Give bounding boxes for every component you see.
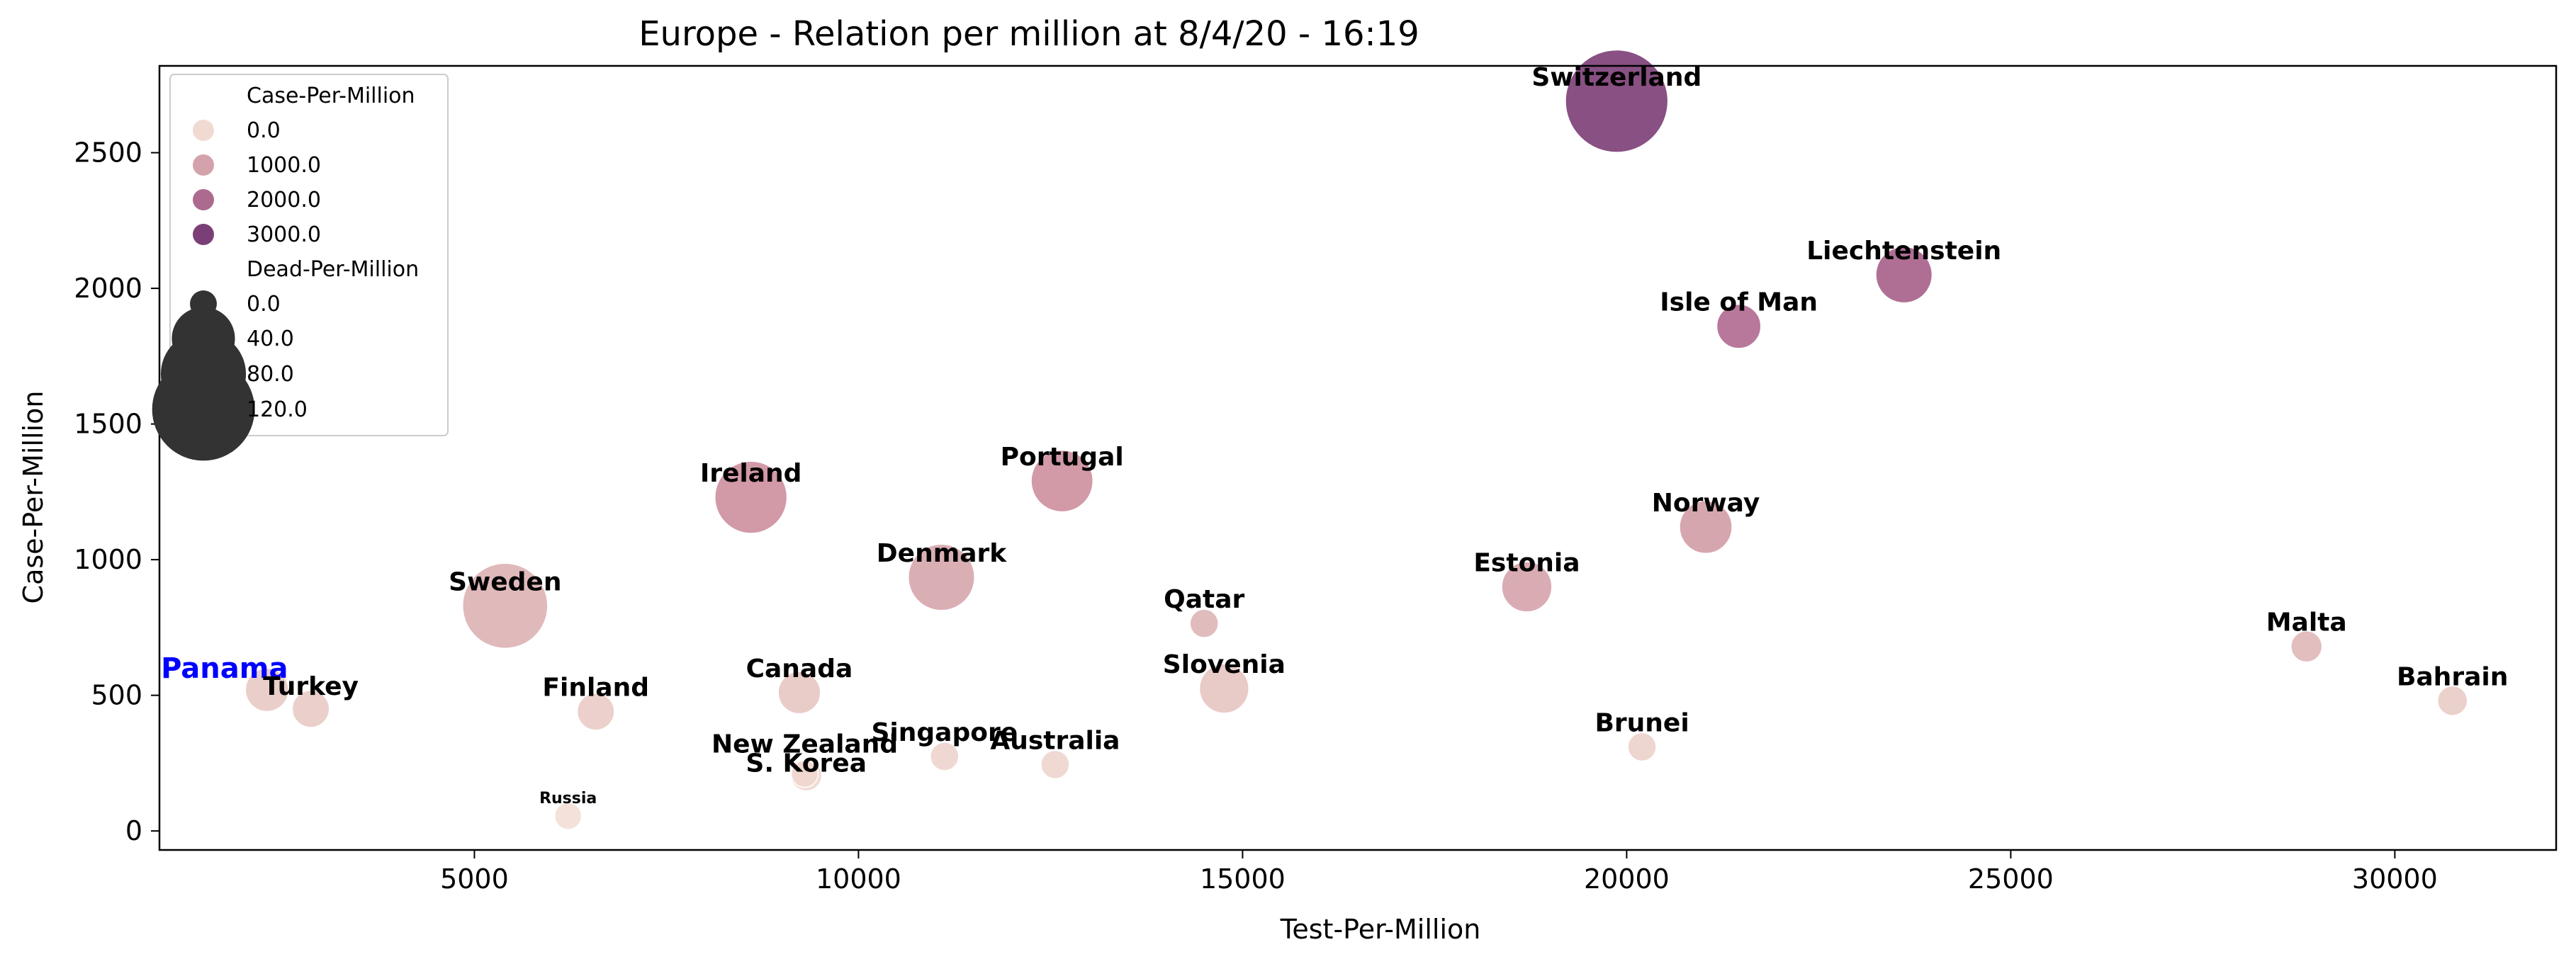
legend-hue-marker xyxy=(193,224,214,245)
data-point-turkey xyxy=(291,689,330,728)
point-label-switzerland: Switzerland xyxy=(1531,63,1702,92)
x-tick-label: 5000 xyxy=(440,863,509,895)
data-point-ireland xyxy=(714,460,788,534)
data-point-switzerland xyxy=(1565,49,1669,153)
x-tick-label: 30000 xyxy=(2352,863,2438,895)
point-label-sweden: Sweden xyxy=(449,567,561,596)
data-point-canada xyxy=(777,671,821,715)
data-point-denmark xyxy=(907,543,976,611)
data-point-brunei xyxy=(1627,732,1657,762)
legend-hue-marker xyxy=(193,189,214,210)
legend-box xyxy=(169,74,449,436)
x-axis-label: Test-Per-Million xyxy=(1280,914,1481,945)
legend-size-label: 40.0 xyxy=(247,327,294,351)
data-point-estonia xyxy=(1501,561,1553,613)
data-point-sweden xyxy=(461,562,549,650)
legend-hue-label: 1000.0 xyxy=(247,153,321,178)
data-point-panama xyxy=(244,667,289,713)
legend-hue-label: 2000.0 xyxy=(247,188,321,212)
data-point-bahrain xyxy=(2436,685,2468,717)
legend-size-title: Dead-Per-Million xyxy=(247,257,419,282)
data-point-qatar xyxy=(1189,608,1219,638)
data-point-australia xyxy=(1040,749,1070,780)
chart-title: Europe - Relation per million at 8/4/20 … xyxy=(639,14,1419,54)
point-label-malta: Malta xyxy=(2266,608,2347,637)
y-axis-label: Case-Per-Million xyxy=(18,391,49,604)
point-label-ireland: Ireland xyxy=(700,459,802,488)
point-label-brunei: Brunei xyxy=(1594,708,1689,737)
data-point-portugal xyxy=(1030,449,1094,513)
legend-size-label: 80.0 xyxy=(247,362,294,387)
point-label-qatar: Qatar xyxy=(1164,585,1244,614)
legend-hue-marker xyxy=(193,120,214,141)
point-label-slovenia: Slovenia xyxy=(1163,650,1286,679)
legend: Case-Per-Million 0.0 1000.0 2000.0 3000.0 Dea… xyxy=(152,74,449,461)
y-tick-label: 1500 xyxy=(74,409,142,440)
point-label-turkey: Turkey xyxy=(263,672,359,701)
point-label-panama: Panama xyxy=(161,652,288,685)
legend-size-marker xyxy=(152,358,255,461)
axes-layer: 5000 10000 15000 20000 25000 30000 0 500 1000 150… xyxy=(74,64,2558,895)
data-point-norway xyxy=(1679,500,1733,555)
point-label-russia: Russia xyxy=(539,790,597,807)
y-tick-label: 0 xyxy=(125,815,142,846)
x-tick-label: 15000 xyxy=(1200,863,1286,895)
x-tick-label: 20000 xyxy=(1584,863,1670,895)
legend-hue-marker xyxy=(193,154,214,176)
point-label-bahrain: Bahrain xyxy=(2397,662,2508,691)
plot-frame xyxy=(158,64,2558,851)
point-label-finland: Finland xyxy=(542,674,649,703)
legend-hue-label: 3000.0 xyxy=(247,222,321,247)
data-point-isle-of-man xyxy=(1716,303,1762,349)
data-point-malta xyxy=(2290,630,2323,663)
point-label-norway: Norway xyxy=(1652,489,1760,518)
legend-hue-title: Case-Per-Million xyxy=(247,84,415,108)
point-label-singapore: Singapore xyxy=(872,718,1018,747)
data-point-slovenia xyxy=(1198,663,1249,714)
point-labels-layer: Switzerland Liechtenstein Isle of Man Portu… xyxy=(161,63,2508,807)
point-label-canada: Canada xyxy=(746,654,853,684)
points-layer xyxy=(244,49,2468,830)
data-point-singapore xyxy=(930,742,960,771)
legend-size-label: 0.0 xyxy=(247,292,281,317)
x-tick-label: 10000 xyxy=(816,863,901,895)
point-label-liechtenstein: Liechtenstein xyxy=(1806,237,2001,266)
legend-hue-label: 0.0 xyxy=(247,118,281,143)
y-tick-label: 2500 xyxy=(74,137,142,169)
x-tick-label: 25000 xyxy=(1968,863,2054,895)
point-label-portugal: Portugal xyxy=(1001,443,1124,472)
point-label-estonia: Estonia xyxy=(1473,548,1580,577)
point-label-australia: Australia xyxy=(990,726,1120,755)
point-label-s-korea: S. Korea xyxy=(746,749,867,778)
data-point-liechtenstein xyxy=(1875,246,1933,304)
point-label-isle-of-man: Isle of Man xyxy=(1660,288,1818,317)
y-tick-label: 2000 xyxy=(74,273,142,304)
point-label-new-zealand: New Zealand xyxy=(712,730,898,759)
data-point-new-zealand xyxy=(790,760,819,788)
data-point-finland xyxy=(576,692,615,731)
y-tick-label: 500 xyxy=(91,680,142,711)
y-tick-label: 1000 xyxy=(74,544,142,575)
data-point-russia xyxy=(553,802,583,830)
point-label-denmark: Denmark xyxy=(877,539,1007,568)
legend-size-label: 120.0 xyxy=(247,397,308,422)
